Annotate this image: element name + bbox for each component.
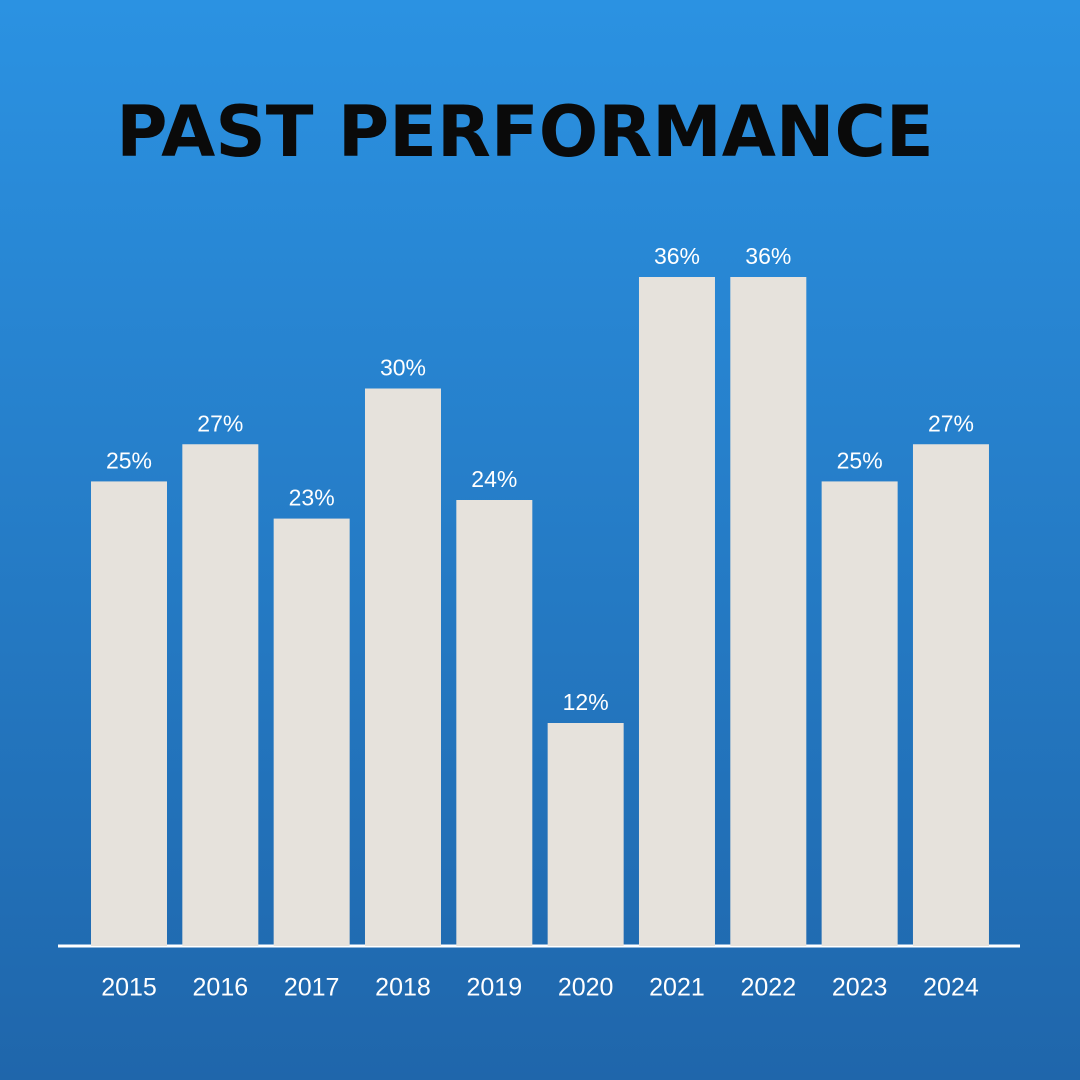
x-tick-label: 2016 — [193, 974, 249, 1002]
x-tick-label: 2022 — [740, 974, 796, 1002]
value-label: 12% — [563, 689, 609, 715]
x-tick-label: 2020 — [558, 974, 614, 1002]
bar — [273, 518, 350, 946]
bar — [730, 277, 807, 946]
value-label: 36% — [654, 243, 700, 269]
x-tick-label: 2023 — [832, 974, 888, 1002]
value-label: 27% — [928, 410, 974, 436]
x-tick-label: 2015 — [101, 974, 157, 1002]
chart-title: PAST PERFORMANCE — [116, 91, 933, 173]
x-tick-label: 2021 — [649, 974, 705, 1002]
bar — [912, 444, 989, 946]
bar — [456, 500, 533, 946]
value-label: 25% — [837, 447, 883, 473]
x-tick-label: 2017 — [284, 974, 340, 1002]
value-label: 27% — [197, 410, 243, 436]
value-label: 25% — [106, 447, 152, 473]
x-tick-label: 2024 — [923, 974, 979, 1002]
bar — [638, 277, 715, 946]
x-tick-label: 2018 — [375, 974, 431, 1002]
bar — [182, 444, 259, 946]
value-label: 23% — [289, 485, 335, 511]
x-tick-label: 2019 — [467, 974, 523, 1002]
bar — [821, 481, 898, 946]
bar — [364, 388, 441, 946]
value-label: 24% — [471, 466, 517, 492]
bar — [91, 481, 167, 946]
value-label: 36% — [745, 243, 791, 269]
bar — [547, 723, 624, 946]
value-label: 30% — [380, 355, 426, 381]
